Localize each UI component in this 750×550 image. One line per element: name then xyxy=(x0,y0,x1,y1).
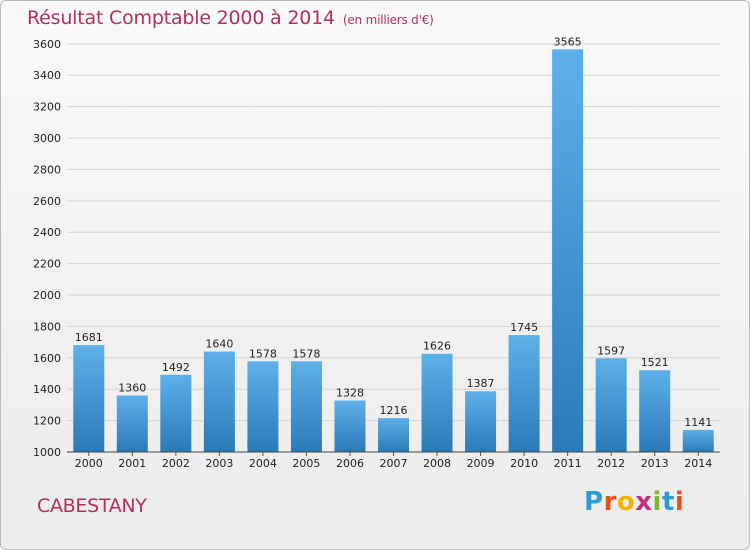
data-label-2010: 1745 xyxy=(510,321,538,334)
bar-2013 xyxy=(639,370,671,452)
data-label-2003: 1640 xyxy=(205,338,233,351)
bar-2010 xyxy=(508,335,540,452)
x-tick-label-2006: 2006 xyxy=(336,457,364,470)
y-tick-label: 2200 xyxy=(33,258,61,271)
commune-name: CABESTANY xyxy=(37,495,147,517)
bar-2002 xyxy=(160,374,192,452)
data-label-2012: 1597 xyxy=(597,344,625,357)
x-tick-label-2004: 2004 xyxy=(249,457,277,470)
x-tick-label-2003: 2003 xyxy=(205,457,233,470)
bar-2005 xyxy=(290,361,322,452)
bar-2000 xyxy=(73,345,105,452)
x-tick-label-2008: 2008 xyxy=(423,457,451,470)
y-tick-label: 3000 xyxy=(33,132,61,145)
bars xyxy=(73,49,714,453)
bar-2012 xyxy=(595,358,627,452)
data-labels: 1681 1360 1492 1640 1578 1578 1328 1216 1626 1387… xyxy=(75,35,712,429)
data-label-2011: 3565 xyxy=(554,35,582,48)
x-tick-label-2012: 2012 xyxy=(597,457,625,470)
bar-2001 xyxy=(116,395,148,452)
data-label-2007: 1216 xyxy=(380,404,408,417)
bar-2014 xyxy=(682,429,714,452)
bar-2011 xyxy=(552,49,584,453)
x-tick-label-2009: 2009 xyxy=(467,457,495,470)
y-tick-label: 1000 xyxy=(33,446,61,459)
chart-subtitle: (en milliers d'€) xyxy=(342,13,434,27)
logo-letter: i xyxy=(674,487,685,517)
y-tick-label: 3200 xyxy=(33,101,61,114)
y-tick-label: 2600 xyxy=(33,195,61,208)
x-tick-label-2014: 2014 xyxy=(684,457,712,470)
data-label-2014: 1141 xyxy=(684,416,712,429)
x-tick-label-2007: 2007 xyxy=(380,457,408,470)
y-tick-label: 1400 xyxy=(33,383,61,396)
y-tick-label: 2000 xyxy=(33,289,61,302)
chart-title: Résultat Comptable 2000 à 2014 (en millie… xyxy=(27,7,434,29)
logo-letter: o xyxy=(616,487,636,517)
chart-title-text: Résultat Comptable 2000 à 2014 xyxy=(27,7,335,29)
logo-letter: i xyxy=(652,487,662,517)
y-axis-ticks: 1000 1200 1400 1600 1800 2000 2200 2400 2600 2800… xyxy=(33,38,61,459)
data-label-2013: 1521 xyxy=(641,356,669,369)
proxiti-logo: Proxiti xyxy=(584,487,684,517)
bar-2007 xyxy=(378,418,409,452)
logo-letter: t xyxy=(661,487,675,517)
x-tick-label-2001: 2001 xyxy=(118,457,146,470)
bar-2006 xyxy=(334,400,366,452)
bar-2004 xyxy=(247,361,279,452)
y-tick-label: 1200 xyxy=(33,415,61,428)
y-tick-label: 3400 xyxy=(33,69,61,82)
bar-2009 xyxy=(465,391,497,452)
x-tick-label-2011: 2011 xyxy=(554,457,582,470)
x-axis-ticks: 2000 2001 2002 2003 2004 2005 2006 2007 2008 2009… xyxy=(75,452,712,470)
x-tick-label-2002: 2002 xyxy=(162,457,190,470)
data-label-2005: 1578 xyxy=(292,347,320,360)
data-label-2008: 1626 xyxy=(423,340,451,353)
y-tick-label: 2400 xyxy=(33,226,61,239)
x-tick-label-2000: 2000 xyxy=(75,457,103,470)
y-tick-label: 1600 xyxy=(33,352,61,365)
bar-2008 xyxy=(421,353,453,452)
logo-letter: r xyxy=(603,487,617,517)
logo-letter: P xyxy=(584,487,604,517)
y-tick-label: 2800 xyxy=(33,163,61,176)
data-label-2004: 1578 xyxy=(249,347,277,360)
data-label-2006: 1328 xyxy=(336,387,364,400)
data-label-2009: 1387 xyxy=(467,377,495,390)
y-tick-label: 1800 xyxy=(33,320,61,333)
data-label-2002: 1492 xyxy=(162,361,190,374)
logo-letter: x xyxy=(635,487,653,517)
x-tick-label-2005: 2005 xyxy=(292,457,320,470)
data-label-2001: 1360 xyxy=(118,381,146,394)
x-tick-label-2013: 2013 xyxy=(641,457,669,470)
x-tick-label-2010: 2010 xyxy=(510,457,538,470)
bar-2003 xyxy=(203,351,235,452)
data-label-2000: 1681 xyxy=(75,331,103,344)
y-tick-label: 3600 xyxy=(33,38,61,51)
